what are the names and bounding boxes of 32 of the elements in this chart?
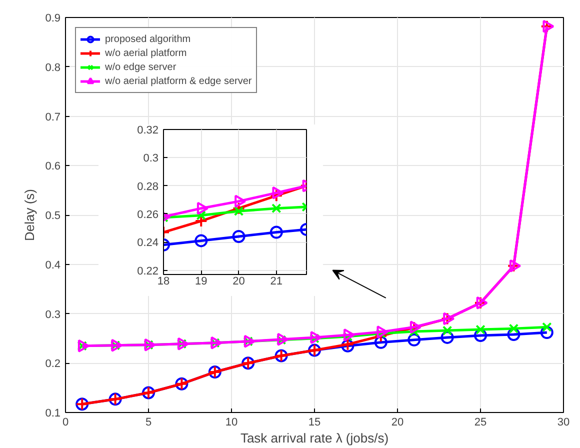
y-tick-label: 0.22 bbox=[137, 265, 159, 278]
x-tick-label: 20 bbox=[391, 416, 404, 428]
x-tick-label: 0 bbox=[62, 416, 69, 428]
legend-label: w/o aerial platform & edge server bbox=[105, 74, 252, 88]
legend-label: proposed algorithm bbox=[105, 32, 191, 46]
y-tick-label: 0.24 bbox=[137, 237, 159, 250]
y-tick-label: 0.6 bbox=[45, 160, 61, 173]
y-axis-title: Delay (s) bbox=[22, 188, 38, 242]
y-tick-label: 0.26 bbox=[137, 208, 159, 221]
x-tick-label: 30 bbox=[557, 416, 570, 428]
y-tick-label: 0.9 bbox=[45, 12, 61, 24]
y-tick-label: 0.4 bbox=[45, 259, 61, 272]
y-tick-label: 0.1 bbox=[45, 408, 61, 420]
x-tick-label: 10 bbox=[225, 416, 238, 428]
x-tick-label: 21 bbox=[270, 276, 283, 288]
y-tick-label: 0.7 bbox=[45, 111, 61, 124]
legend-label: w/o edge server bbox=[105, 60, 176, 74]
y-tick-label: 0.3 bbox=[45, 308, 61, 321]
y-tick-label: 0.3 bbox=[143, 152, 159, 165]
x-tick-label: 19 bbox=[195, 276, 208, 288]
x-tick-label: 15 bbox=[308, 416, 321, 428]
x-tick-label: 20 bbox=[232, 276, 245, 288]
x-tick-label: 5 bbox=[145, 416, 152, 428]
y-tick-label: 0.8 bbox=[45, 62, 61, 74]
x-tick-label: 18 bbox=[157, 276, 170, 288]
x-tick-label: 25 bbox=[474, 416, 487, 428]
y-tick-label: 0.32 bbox=[137, 124, 159, 136]
y-tick-label: 0.2 bbox=[45, 358, 61, 370]
legend-label: w/o aerial platform bbox=[105, 46, 187, 60]
x-axis-title: Task arrival rate λ (jobs/s) bbox=[240, 430, 389, 446]
y-tick-label: 0.28 bbox=[137, 180, 159, 193]
y-tick-label: 0.5 bbox=[45, 210, 61, 222]
